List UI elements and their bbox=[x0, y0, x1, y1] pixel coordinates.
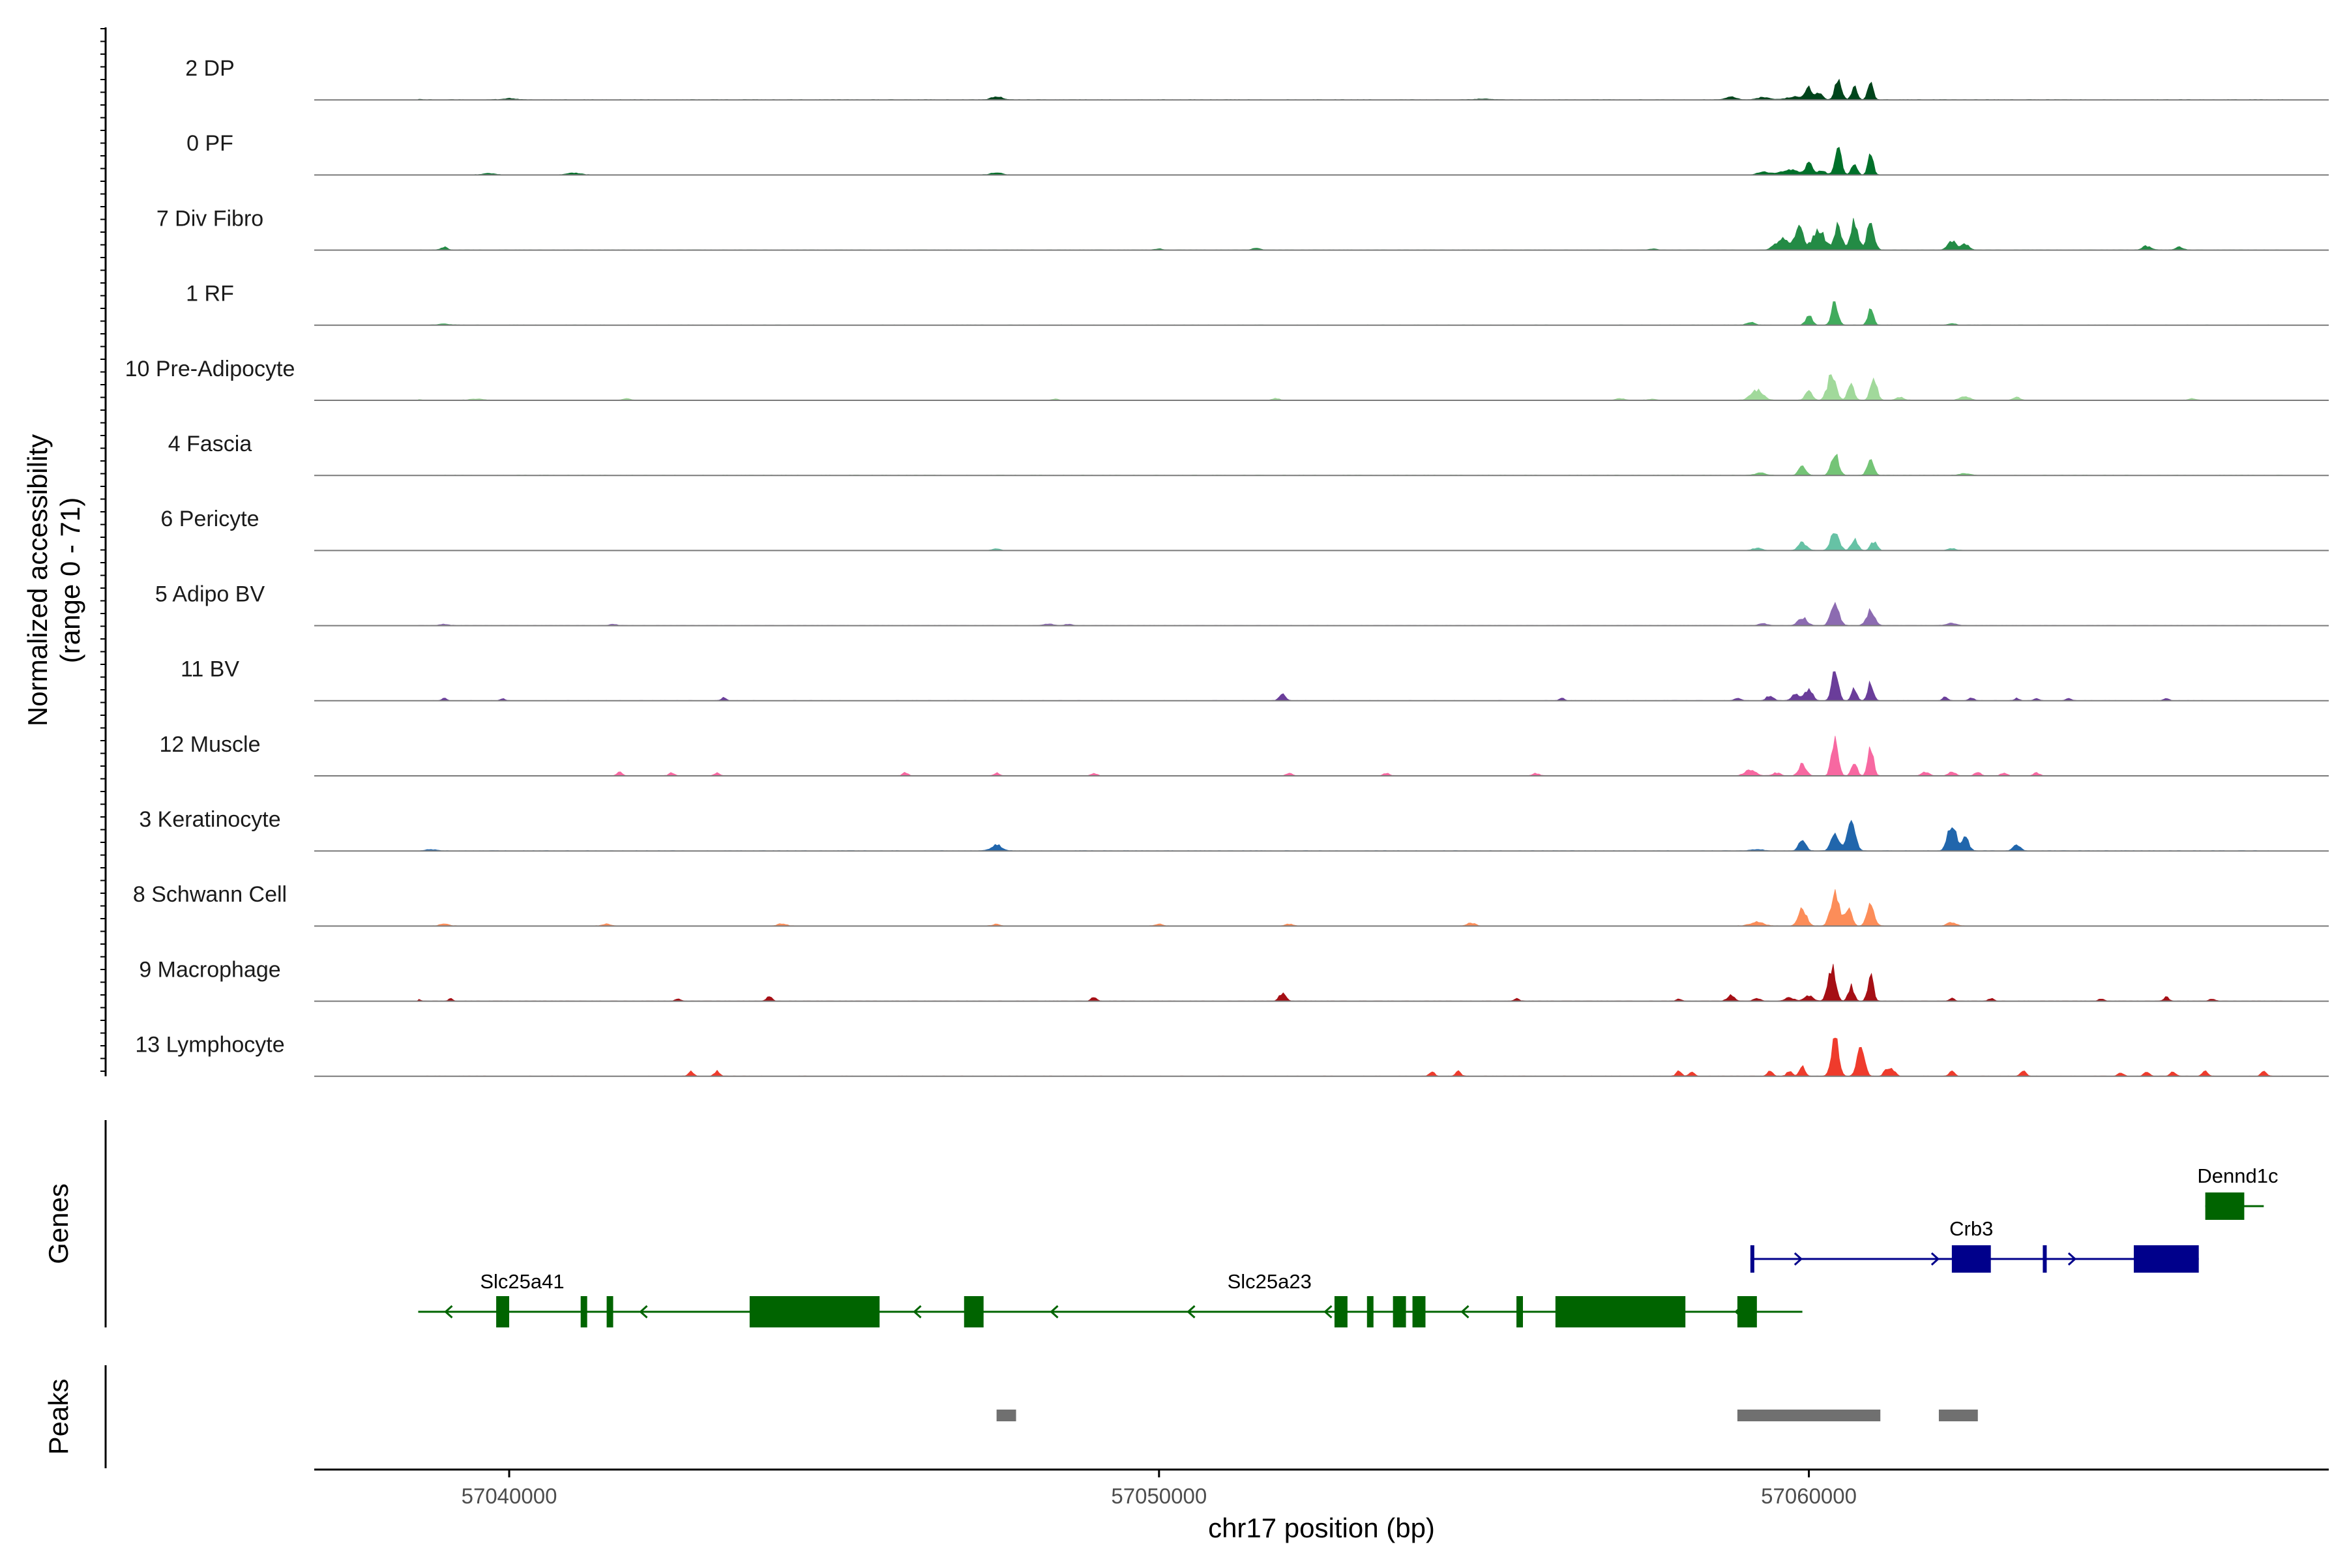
gene-exon bbox=[1737, 1296, 1757, 1327]
x-axis: 57040000 57050000 57060000 chr17 position … bbox=[314, 1468, 2329, 1543]
x-tick-label: 57040000 bbox=[462, 1484, 557, 1508]
gene-exon bbox=[580, 1296, 587, 1327]
coverage-area bbox=[314, 453, 2329, 476]
gene-crb3: Crb3 bbox=[1750, 1217, 2199, 1273]
coverage-area bbox=[314, 602, 2329, 627]
gene-exon bbox=[2043, 1245, 2047, 1273]
peaks-panel: Peaks bbox=[43, 1365, 1978, 1468]
gene-models: Slc25a41 Slc25a23 Crb3 Dennd1c bbox=[418, 1164, 2278, 1327]
coverage-track-rf bbox=[314, 301, 2329, 326]
coverage-area bbox=[314, 889, 2329, 926]
y-axis-title-line1: Normalized accessibility bbox=[22, 434, 53, 726]
coverage-track-lympho bbox=[314, 1037, 2329, 1077]
genes-panel: Genes Slc25a41 Slc25a23 Crb3 Dennd1c bbox=[43, 1120, 2278, 1327]
strand-arrow bbox=[1323, 1305, 1333, 1319]
coverage-area bbox=[314, 218, 2329, 251]
coverage-track-adipobv bbox=[314, 602, 2329, 627]
gene-slc25a23: Slc25a23 bbox=[613, 1270, 1803, 1327]
track-label-fascia: 4 Fascia bbox=[168, 432, 252, 456]
y-axis bbox=[100, 27, 107, 1076]
gene-exon bbox=[606, 1296, 613, 1327]
coverage-track-fascia bbox=[314, 453, 2329, 477]
coverage-area bbox=[314, 374, 2329, 401]
track-label-lympho: 13 Lymphocyte bbox=[135, 1033, 284, 1058]
coverage-track-kerat bbox=[314, 820, 2329, 852]
gene-exon bbox=[1393, 1296, 1406, 1327]
coverage-track-muscle bbox=[314, 735, 2329, 777]
gene-exon bbox=[964, 1296, 984, 1327]
coverage-area bbox=[314, 1037, 2329, 1077]
gene-exon bbox=[496, 1296, 510, 1327]
strand-arrow bbox=[1050, 1305, 1059, 1319]
track-label-schwann: 8 Schwann Cell bbox=[133, 882, 287, 907]
gene-exon bbox=[1334, 1296, 1348, 1327]
track-label-preadipo: 10 Pre-Adipocyte bbox=[125, 357, 295, 381]
peak-blocks bbox=[996, 1410, 1978, 1421]
strand-arrow bbox=[1187, 1305, 1196, 1319]
gene-dennd1c: Dennd1c bbox=[2197, 1164, 2278, 1220]
gene-exon bbox=[1412, 1296, 1426, 1327]
track-label-kerat: 3 Keratinocyte bbox=[139, 807, 280, 832]
strand-arrow bbox=[913, 1305, 922, 1319]
coverage-area bbox=[314, 147, 2329, 175]
coverage-track-divfibro bbox=[314, 218, 2329, 251]
track-label-pericyte: 6 Pericyte bbox=[160, 507, 259, 531]
coverage-area bbox=[314, 671, 2329, 702]
track-label-muscle: 12 Muscle bbox=[160, 732, 261, 757]
gene-label: Crb3 bbox=[1949, 1217, 1993, 1240]
coverage-area bbox=[314, 533, 2329, 551]
x-tick-label: 57050000 bbox=[1111, 1484, 1207, 1508]
coverage-track-preadipo bbox=[314, 374, 2329, 401]
strand-arrow bbox=[1793, 1252, 1803, 1266]
gene-exon bbox=[1951, 1245, 1991, 1273]
peak-region bbox=[1938, 1410, 1978, 1421]
y-axis-title-line2: (range 0 - 71) bbox=[55, 497, 85, 663]
coverage-area bbox=[314, 964, 2329, 1002]
gene-label: Dennd1c bbox=[2197, 1164, 2278, 1187]
track-label-divfibro: 7 Div Fibro bbox=[156, 206, 263, 231]
peak-region bbox=[1737, 1410, 1881, 1421]
gene-exon bbox=[749, 1296, 880, 1327]
coverage-area bbox=[314, 735, 2329, 777]
gene-slc25a41: Slc25a41 bbox=[418, 1270, 613, 1327]
peak-region bbox=[996, 1410, 1016, 1421]
gene-label: Slc25a23 bbox=[1228, 1270, 1312, 1293]
gene-exon bbox=[1366, 1296, 1374, 1327]
gene-label: Slc25a41 bbox=[480, 1270, 564, 1293]
strand-arrow bbox=[639, 1305, 648, 1319]
x-axis-title: chr17 position (bp) bbox=[1208, 1513, 1435, 1543]
strand-arrow bbox=[1460, 1305, 1469, 1319]
track-label-rf: 1 RF bbox=[186, 282, 234, 306]
track-label-adipobv: 5 Adipo BV bbox=[155, 582, 265, 606]
strand-arrow bbox=[2067, 1252, 2077, 1266]
coverage-area bbox=[314, 820, 2329, 851]
coverage-track-dp bbox=[314, 78, 2329, 101]
x-ticks: 57040000 57050000 57060000 bbox=[462, 1470, 1857, 1508]
track-label-macro: 9 Macrophage bbox=[139, 957, 280, 982]
coverage-tracks bbox=[314, 78, 2329, 1077]
gene-exon bbox=[2133, 1245, 2199, 1273]
coverage-track-bv bbox=[314, 671, 2329, 702]
track-label-bv: 11 BV bbox=[181, 657, 239, 682]
coverage-track-pf bbox=[314, 147, 2329, 176]
x-tick-label: 57060000 bbox=[1761, 1484, 1857, 1508]
coverage-track-pericyte bbox=[314, 533, 2329, 552]
genes-panel-title: Genes bbox=[43, 1183, 74, 1264]
track-labels: 2 DP 0 PF 7 Div Fibro 1 RF 10 Pre-Adipocyte 4… bbox=[125, 56, 295, 1058]
track-label-dp: 2 DP bbox=[185, 56, 235, 81]
peaks-panel-title: Peaks bbox=[43, 1379, 74, 1455]
coverage-track-schwann bbox=[314, 889, 2329, 927]
gene-exon bbox=[2205, 1192, 2245, 1220]
coverage-area bbox=[314, 301, 2329, 326]
gene-exon bbox=[1750, 1245, 1754, 1273]
strand-arrow bbox=[444, 1305, 453, 1319]
coverage-area bbox=[314, 78, 2329, 100]
gene-exon bbox=[1555, 1296, 1686, 1327]
coverage-track-macro bbox=[314, 964, 2329, 1002]
track-label-pf: 0 PF bbox=[186, 131, 233, 156]
strand-arrow bbox=[1930, 1252, 1940, 1266]
gene-exon bbox=[1516, 1296, 1523, 1327]
